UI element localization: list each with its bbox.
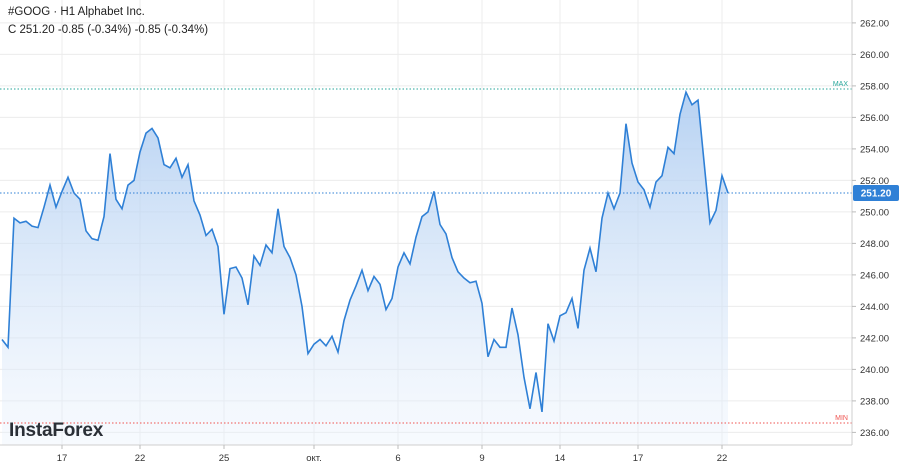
y-tick-label: 240.00 bbox=[860, 365, 889, 376]
y-tick-label: 254.00 bbox=[860, 144, 889, 155]
x-tick-label: 22 bbox=[135, 453, 146, 464]
x-tick-label: окт. bbox=[306, 453, 321, 464]
quote-line: C 251.20 -0.85 (-0.34%) -0.85 (-0.34%) bbox=[8, 24, 209, 36]
min-label: MIN bbox=[835, 415, 848, 422]
brand-logo: InstaForex bbox=[9, 420, 104, 441]
y-tick-label: 250.00 bbox=[860, 207, 889, 218]
y-tick-label: 236.00 bbox=[860, 428, 889, 439]
x-tick-label: 17 bbox=[57, 453, 68, 464]
y-tick-label: 256.00 bbox=[860, 113, 889, 124]
x-axis: 17 22 25 окт. 6 9 14 17 22 bbox=[0, 444, 852, 464]
y-tick-label: 248.00 bbox=[860, 239, 889, 250]
x-tick-label: 9 bbox=[479, 453, 484, 464]
x-tick-label: 22 bbox=[717, 453, 728, 464]
x-tick-label: 6 bbox=[395, 453, 400, 464]
y-tick-label: 246.00 bbox=[860, 270, 889, 281]
y-tick-label: 262.00 bbox=[860, 18, 889, 29]
x-tick-label: 17 bbox=[633, 453, 644, 464]
y-tick-label: 260.00 bbox=[860, 50, 889, 61]
symbol-title: #GOOG · H1 Alphabet Inc. bbox=[8, 6, 145, 18]
x-tick-label: 25 bbox=[219, 453, 230, 464]
y-tick-label: 244.00 bbox=[860, 302, 889, 313]
y-axis: 262.00 260.00 258.00 256.00 254.00 252.00 250.… bbox=[851, 0, 889, 445]
price-line bbox=[1, 89, 729, 413]
y-tick-label: 242.00 bbox=[860, 333, 889, 344]
y-tick-label: 238.00 bbox=[860, 396, 889, 407]
max-label: MAX bbox=[833, 81, 849, 88]
price-area-fill bbox=[2, 92, 728, 445]
y-tick-label: 258.00 bbox=[860, 81, 889, 92]
last-price-label: 251.20 bbox=[861, 189, 892, 200]
last-price-badge bbox=[853, 185, 899, 201]
x-tick-label: 14 bbox=[555, 453, 566, 464]
y-tick-label: 252.00 bbox=[860, 176, 889, 187]
